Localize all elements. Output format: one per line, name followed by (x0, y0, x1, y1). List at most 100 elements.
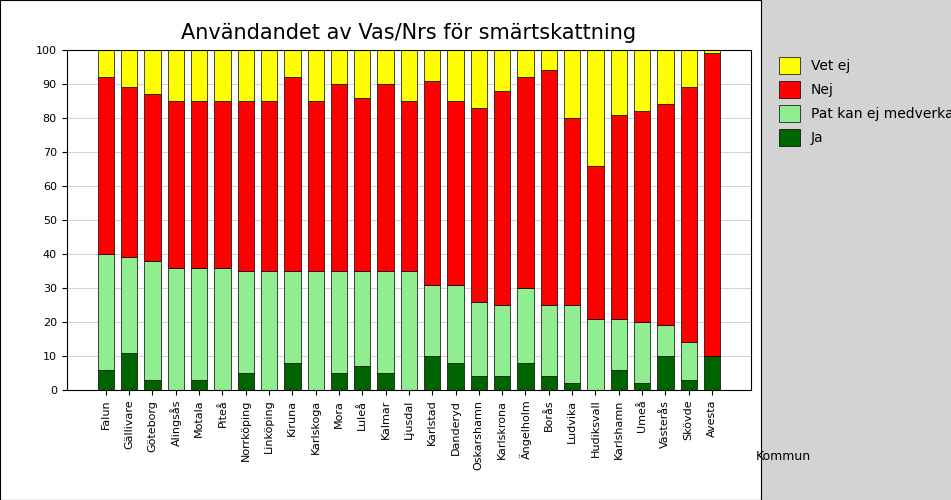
Bar (517, 77, 534, 288)
Title: Användandet av Vas/Nrs för smärtskattning: Användandet av Vas/Nrs för smärtskattnin… (182, 23, 636, 43)
Bar (471, 376, 487, 390)
Bar (424, 284, 440, 356)
Bar (541, 376, 557, 390)
Bar (378, 84, 394, 271)
Bar (611, 318, 627, 370)
Bar (424, 50, 440, 80)
Bar (588, 318, 604, 390)
Bar (564, 305, 580, 383)
Bar (354, 50, 371, 98)
Bar (214, 101, 230, 268)
Bar (634, 50, 650, 111)
Bar (704, 50, 720, 53)
Bar (424, 80, 440, 284)
Bar (657, 326, 673, 356)
Bar (517, 288, 534, 363)
Bar (657, 356, 673, 390)
Bar (471, 302, 487, 376)
Bar (681, 88, 697, 342)
Bar (611, 370, 627, 390)
Bar (494, 91, 511, 305)
Bar (98, 50, 114, 77)
Bar (681, 380, 697, 390)
Bar (564, 50, 580, 118)
Bar (284, 50, 301, 77)
Bar (307, 271, 324, 390)
Bar (191, 268, 207, 380)
Bar (238, 101, 254, 271)
Bar (331, 373, 347, 390)
Bar (400, 101, 417, 271)
Bar (121, 352, 137, 390)
Legend: Vet ej, Nej, Pat kan ej medverka, Ja: Vet ej, Nej, Pat kan ej medverka, Ja (779, 57, 951, 146)
Bar (354, 271, 371, 366)
Bar (167, 268, 184, 390)
Bar (541, 70, 557, 305)
Bar (681, 342, 697, 380)
Bar (447, 284, 464, 363)
Bar (145, 50, 161, 94)
Bar (517, 50, 534, 77)
Bar (657, 50, 673, 104)
Bar (494, 376, 511, 390)
Bar (307, 101, 324, 271)
Bar (400, 271, 417, 390)
Bar (354, 366, 371, 390)
Bar (681, 50, 697, 88)
Bar (145, 261, 161, 380)
Bar (400, 50, 417, 101)
Bar (121, 50, 137, 88)
Bar (517, 363, 534, 390)
Bar (564, 383, 580, 390)
Bar (284, 77, 301, 271)
Bar (261, 50, 277, 101)
Bar (378, 271, 394, 373)
Bar (167, 101, 184, 268)
Bar (704, 54, 720, 356)
Bar (494, 305, 511, 376)
Bar (541, 50, 557, 70)
Bar (471, 50, 487, 108)
Bar (588, 166, 604, 318)
Bar (331, 84, 347, 271)
Bar (145, 94, 161, 261)
Bar (214, 268, 230, 390)
Bar (634, 322, 650, 383)
Bar (98, 254, 114, 370)
Bar (331, 50, 347, 84)
Bar (121, 258, 137, 352)
Bar (704, 356, 720, 390)
Bar (354, 98, 371, 271)
Bar (307, 50, 324, 101)
Text: Kommun: Kommun (756, 450, 811, 463)
Bar (284, 271, 301, 363)
Bar (238, 50, 254, 101)
Bar (541, 305, 557, 376)
Bar (191, 380, 207, 390)
Bar (611, 114, 627, 318)
Bar (238, 373, 254, 390)
Bar (588, 50, 604, 166)
Bar (261, 101, 277, 271)
Bar (191, 101, 207, 268)
Bar (214, 50, 230, 101)
Bar (447, 50, 464, 101)
Bar (378, 373, 394, 390)
Bar (98, 77, 114, 254)
Bar (261, 271, 277, 390)
Bar (121, 88, 137, 258)
Bar (284, 363, 301, 390)
Bar (167, 50, 184, 101)
Bar (494, 50, 511, 91)
Bar (564, 118, 580, 305)
Bar (657, 104, 673, 326)
Bar (447, 363, 464, 390)
Bar (145, 380, 161, 390)
Bar (424, 356, 440, 390)
Bar (634, 111, 650, 322)
Bar (238, 271, 254, 373)
Bar (471, 108, 487, 302)
Bar (634, 383, 650, 390)
Bar (611, 50, 627, 114)
Bar (191, 50, 207, 101)
